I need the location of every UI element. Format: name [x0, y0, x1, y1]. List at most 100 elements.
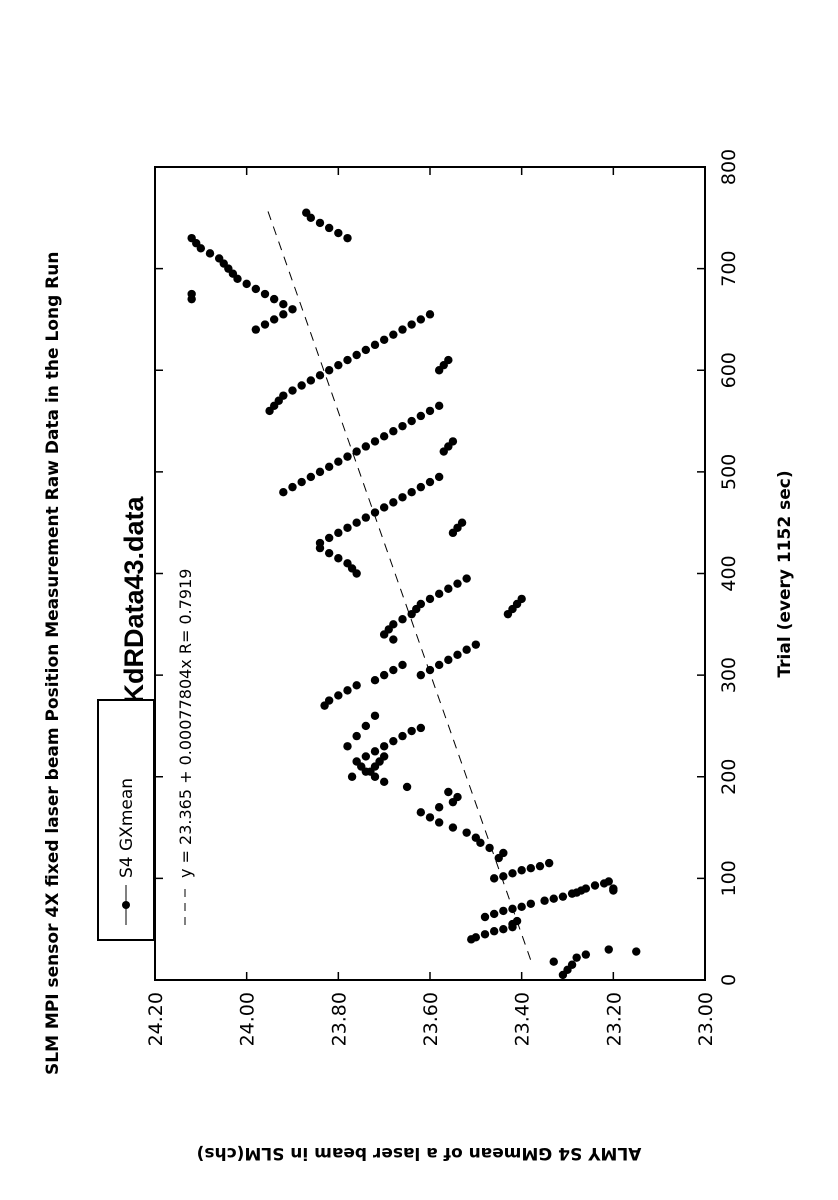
- data-point: [448, 437, 458, 446]
- data-point: [352, 731, 361, 741]
- legend-box: [97, 699, 155, 941]
- data-point: [535, 861, 545, 871]
- data-point: [462, 645, 471, 654]
- data-point: [425, 813, 435, 822]
- data-point: [499, 848, 508, 858]
- data-point: [334, 691, 343, 700]
- data-point: [324, 533, 334, 543]
- data-point: [343, 233, 352, 243]
- data-point: [407, 320, 416, 329]
- data-point: [389, 427, 398, 436]
- x-axis-label: Trial (every 1152 sec): [775, 470, 795, 677]
- data-point: [352, 518, 361, 527]
- data-point: [549, 894, 558, 903]
- data-point: [434, 472, 444, 482]
- data-point: [462, 828, 471, 837]
- data-point: [434, 401, 444, 411]
- data-point: [343, 742, 352, 751]
- data-point: [444, 655, 453, 665]
- data-point: [453, 650, 462, 659]
- data-point: [352, 681, 361, 690]
- data-point: [480, 930, 490, 939]
- data-point: [324, 462, 334, 471]
- data-point: [416, 670, 426, 680]
- data-point: [453, 792, 462, 802]
- data-point: [604, 945, 613, 954]
- data-point: [398, 421, 407, 431]
- data-point: [297, 477, 306, 487]
- data-point: [315, 467, 325, 477]
- data-point: [462, 574, 471, 583]
- data-point: [379, 503, 389, 512]
- data-point: [632, 947, 641, 956]
- data-point: [398, 731, 407, 741]
- data-point: [352, 447, 361, 456]
- data-point: [302, 208, 311, 217]
- data-point: [398, 493, 407, 502]
- data-point: [398, 615, 407, 624]
- data-point: [315, 218, 325, 228]
- fit-line: [266, 207, 532, 960]
- data-point: [549, 957, 558, 966]
- data-point: [242, 279, 251, 289]
- data-point: [389, 736, 398, 746]
- data-point: [269, 315, 279, 324]
- data-point: [279, 310, 288, 319]
- data-point: [407, 488, 416, 497]
- data-point: [471, 933, 481, 942]
- data-point: [288, 305, 297, 314]
- data-point: [425, 310, 435, 319]
- data-point: [334, 228, 343, 238]
- x-tick-label: 800: [718, 149, 740, 185]
- data-point: [343, 559, 352, 568]
- data-point: [334, 528, 343, 538]
- data-points: [187, 208, 641, 980]
- data-point: [416, 808, 426, 817]
- data-point: [379, 670, 389, 680]
- legend-series-label: S4 GXmean: [117, 778, 137, 878]
- data-point: [361, 442, 371, 451]
- data-point: [425, 594, 435, 604]
- data-point: [370, 508, 380, 517]
- data-point: [334, 554, 343, 563]
- data-point: [517, 866, 526, 875]
- x-tick-label: 700: [718, 250, 740, 286]
- x-tick-label: 600: [718, 352, 740, 388]
- data-point: [279, 391, 288, 400]
- legend-series-marker-dot: [122, 901, 130, 909]
- data-point: [425, 665, 435, 675]
- data-point: [306, 472, 316, 482]
- data-point: [489, 927, 499, 936]
- y-tick-label: 24.00: [237, 992, 259, 1046]
- data-point: [489, 909, 499, 919]
- data-point: [389, 665, 398, 675]
- data-point: [214, 254, 224, 263]
- data-point: [279, 488, 288, 497]
- data-point: [297, 381, 306, 390]
- data-point: [361, 721, 371, 731]
- data-point: [402, 782, 412, 792]
- data-point: [434, 589, 444, 599]
- data-point: [370, 711, 380, 720]
- data-point: [361, 752, 371, 761]
- data-point: [315, 538, 325, 548]
- data-point: [485, 843, 494, 853]
- data-point: [434, 818, 444, 827]
- data-point: [379, 742, 389, 751]
- data-point: [471, 833, 481, 842]
- data-point: [526, 899, 536, 908]
- data-point: [499, 872, 508, 881]
- data-point: [379, 777, 389, 787]
- x-tick-label: 300: [718, 657, 740, 693]
- data-point: [457, 518, 467, 527]
- fit-legend: y = 23.365 + 0.00077804x R= 0.7919: [176, 569, 195, 925]
- data-point: [499, 924, 508, 934]
- x-tick-label: 500: [718, 454, 740, 490]
- data-point: [526, 864, 536, 873]
- data-point: [260, 320, 270, 329]
- data-point: [489, 874, 499, 883]
- data-point: [572, 953, 581, 962]
- data-point: [361, 513, 371, 522]
- data-point: [416, 482, 426, 492]
